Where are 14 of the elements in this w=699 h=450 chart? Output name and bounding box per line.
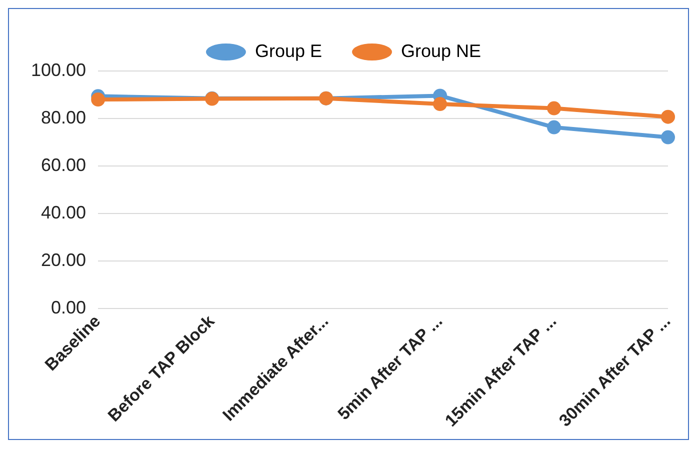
y-tick-label: 60.00	[41, 155, 86, 176]
y-tick-label: 40.00	[41, 202, 86, 223]
point	[547, 101, 562, 116]
y-tick-label: 20.00	[41, 250, 86, 270]
point	[91, 92, 106, 107]
y-tick-label: 0.00	[51, 298, 86, 318]
y-tick-label: 80.00	[41, 107, 86, 128]
point	[547, 120, 562, 134]
legend-label: Group E	[254, 40, 322, 61]
legend-label: Group NE	[401, 40, 482, 61]
point	[661, 110, 675, 124]
y-tick-label: 100.00	[30, 60, 86, 80]
point	[661, 130, 675, 144]
point	[433, 97, 448, 112]
